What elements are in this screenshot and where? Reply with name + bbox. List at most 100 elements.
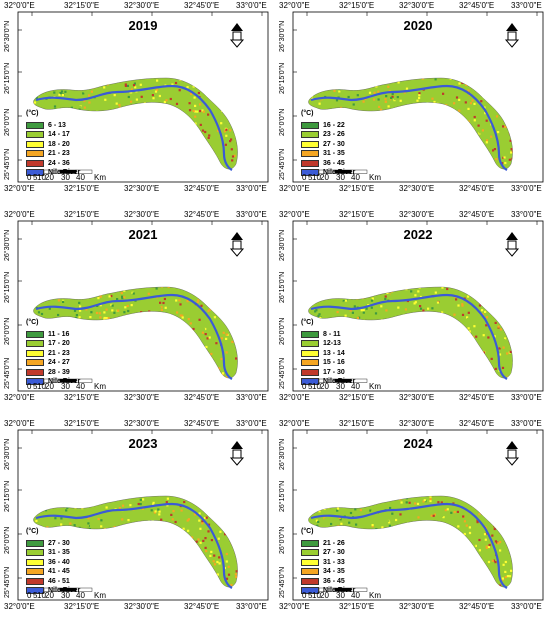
legend-swatch [301, 330, 319, 338]
temperature-pixel [231, 340, 234, 343]
temperature-pixel [415, 91, 418, 94]
temperature-pixel [121, 518, 124, 521]
temperature-pixel [397, 306, 400, 309]
temperature-pixel [167, 287, 170, 289]
temperature-pixel [176, 311, 179, 314]
temperature-pixel [478, 513, 481, 516]
temperature-pixel [355, 523, 358, 526]
temperature-pixel [97, 517, 100, 521]
temperature-pixel [198, 329, 201, 332]
scale-tick-label: 5 [33, 382, 38, 391]
legend-range-label: 24 - 36 [48, 159, 70, 167]
temperature-pixel [221, 358, 224, 361]
legend-unit-label: (°C) [26, 528, 39, 535]
temperature-pixel [135, 82, 138, 85]
temperature-pixel [348, 521, 351, 524]
temperature-pixel [397, 81, 400, 84]
temperature-pixel [158, 510, 161, 513]
temperature-pixel [42, 525, 46, 528]
scale-tick-label: 0 [27, 591, 32, 600]
temperature-pixel [127, 95, 130, 99]
temperature-pixel [497, 542, 500, 545]
longitude-label: 32°30'0"E [399, 210, 435, 219]
temperature-pixel [120, 291, 123, 295]
temperature-pixel [469, 102, 472, 105]
temperature-pixel [48, 92, 51, 95]
legend-item: 13 - 14 [301, 349, 345, 357]
temperature-pixel [158, 94, 161, 98]
longitude-label: 32°45'0"E [459, 393, 495, 402]
longitude-label: 32°0'0"E [4, 210, 35, 219]
legend-item: 14 - 17 [26, 131, 70, 139]
temperature-pixel [210, 352, 213, 356]
temperature-pixel [174, 81, 178, 85]
legend-item: 46 - 51 [26, 577, 70, 585]
temperature-pixel [467, 327, 470, 330]
temperature-pixel [384, 295, 387, 298]
temperature-pixel [216, 140, 219, 143]
temperature-pixel [481, 515, 484, 518]
temperature-pixel [462, 530, 465, 533]
scale-tick-label: 0 [27, 173, 32, 182]
temperature-pixel [377, 527, 380, 530]
temperature-pixel [99, 304, 102, 307]
temperature-pixel [183, 500, 186, 504]
legend-swatch [301, 159, 319, 167]
temperature-pixel [213, 316, 216, 319]
temperature-pixel [220, 122, 223, 125]
temperature-pixel [87, 517, 90, 520]
temperature-pixel [151, 78, 154, 81]
temperature-pixel [510, 151, 513, 154]
temperature-pixel [462, 515, 465, 518]
temperature-pixel [504, 560, 507, 564]
temperature-pixel [324, 517, 327, 521]
temperature-pixel [54, 517, 57, 520]
north-arrow-icon [504, 441, 520, 466]
legend-swatch [26, 159, 44, 167]
temperature-pixel [195, 540, 198, 543]
latitude-label: 26°30'0"N [4, 438, 11, 470]
legend-item: 34 - 35 [301, 568, 345, 576]
temperature-pixel [169, 97, 172, 101]
temperature-pixel [152, 97, 155, 100]
temperature-pixel [440, 298, 443, 301]
legend-range-label: 11 - 16 [48, 330, 70, 338]
temperature-pixel [212, 560, 215, 563]
temperature-pixel [215, 119, 218, 122]
temperature-pixel [405, 87, 409, 90]
temperature-pixel [117, 309, 120, 312]
temperature-pixel [356, 316, 360, 319]
temperature-pixel [175, 288, 178, 291]
scale-tick-label: 10 [37, 173, 46, 182]
temperature-pixel [119, 88, 122, 91]
temperature-pixel [94, 307, 97, 310]
temperature-pixel [442, 92, 445, 95]
legend-range-label: 28 - 39 [48, 368, 70, 376]
nile-river-line [310, 293, 508, 380]
temperature-pixel [107, 317, 110, 320]
latitude-label: 26°0'0"N [4, 317, 11, 345]
temperature-pixel [126, 304, 129, 307]
temperature-pixel [430, 503, 433, 506]
temperature-pixel [58, 93, 61, 96]
temperature-pixel [360, 523, 363, 526]
temperature-pixel [505, 376, 508, 379]
temperature-pixel [152, 503, 155, 506]
temperature-pixel [406, 520, 409, 523]
temperature-pixel [396, 96, 399, 99]
longitude-label: 32°45'0"E [184, 419, 220, 428]
temperature-pixel [208, 308, 211, 311]
scale-tick-label: 30 [61, 382, 70, 391]
temperature-pixel [145, 90, 148, 93]
legend-swatch-river [301, 169, 319, 176]
temperature-pixel [73, 524, 76, 527]
legend-swatch [301, 368, 319, 376]
temperature-pixel [123, 296, 126, 299]
temperature-pixel [139, 498, 142, 501]
legend-item: 31 - 35 [26, 549, 70, 557]
temperature-pixel [235, 357, 238, 360]
temperature-pixel [205, 550, 208, 553]
temperature-pixel [193, 513, 196, 516]
temperature-pixel [60, 92, 63, 95]
temperature-pixel [395, 518, 398, 522]
